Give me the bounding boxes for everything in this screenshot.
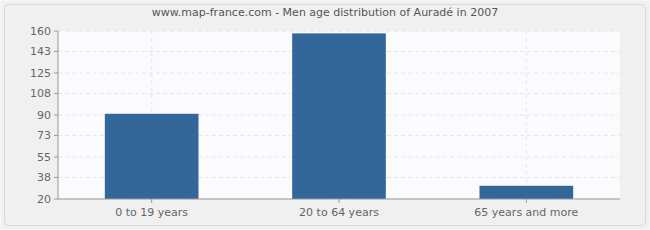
bar bbox=[480, 186, 574, 199]
x-tick-mark bbox=[151, 199, 152, 203]
tick-mark bbox=[54, 115, 58, 116]
tick-label: 125 bbox=[30, 67, 51, 80]
background bbox=[1, 1, 650, 230]
tick-mark bbox=[54, 157, 58, 158]
frame bbox=[5, 5, 646, 226]
grid-line-x bbox=[526, 31, 527, 199]
tick-label: 160 bbox=[30, 25, 51, 38]
tick-mark bbox=[54, 31, 58, 32]
title: www.map-france.com - Men age distributio… bbox=[152, 6, 498, 19]
x-tick-mark bbox=[339, 199, 340, 203]
tick-mark bbox=[54, 93, 58, 94]
x-tick-mark bbox=[526, 199, 527, 203]
tick-mark bbox=[54, 177, 58, 178]
tick-label: 55 bbox=[37, 151, 51, 164]
category-label: 20 to 64 years bbox=[299, 206, 379, 219]
tick-mark bbox=[54, 51, 58, 52]
category-label: 65 years and more bbox=[474, 206, 578, 219]
bars bbox=[105, 33, 573, 199]
tick-label: 73 bbox=[37, 129, 51, 142]
tick-label: 90 bbox=[37, 109, 51, 122]
tick-mark bbox=[54, 135, 58, 136]
tick-mark bbox=[54, 73, 58, 74]
chart: www.map-france.com - Men age distributio… bbox=[0, 0, 650, 230]
tick-label: 20 bbox=[37, 193, 51, 206]
tick-mark bbox=[54, 199, 58, 200]
bar bbox=[105, 114, 199, 199]
y-axis bbox=[58, 31, 59, 199]
tick-label: 108 bbox=[30, 87, 51, 100]
category-label: 0 to 19 years bbox=[115, 206, 188, 219]
bar bbox=[292, 33, 386, 199]
tick-label: 143 bbox=[30, 45, 51, 58]
plot-area bbox=[58, 31, 620, 199]
tick-label: 38 bbox=[37, 171, 51, 184]
